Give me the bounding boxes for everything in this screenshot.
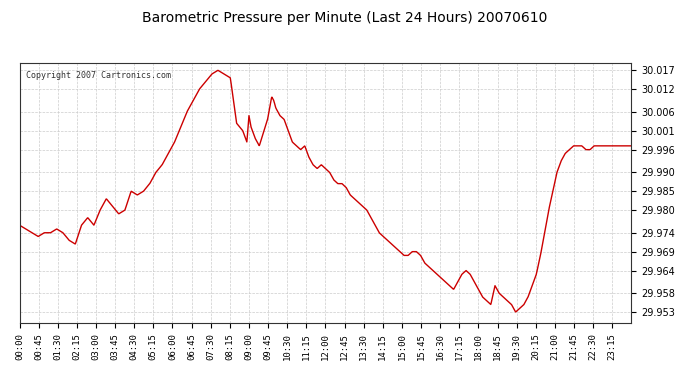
Text: Copyright 2007 Cartronics.com: Copyright 2007 Cartronics.com — [26, 70, 170, 80]
Text: Barometric Pressure per Minute (Last 24 Hours) 20070610: Barometric Pressure per Minute (Last 24 … — [142, 11, 548, 25]
